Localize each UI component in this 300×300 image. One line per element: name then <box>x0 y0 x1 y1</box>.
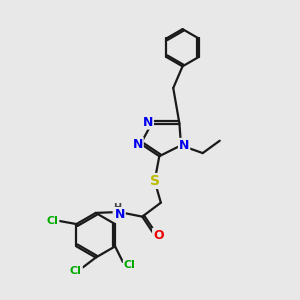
Text: Cl: Cl <box>70 266 82 276</box>
Text: Cl: Cl <box>46 216 58 226</box>
Text: S: S <box>150 174 160 188</box>
Text: Cl: Cl <box>124 260 136 270</box>
Text: N: N <box>132 138 143 151</box>
Text: N: N <box>179 139 189 152</box>
Text: N: N <box>142 116 153 129</box>
Text: O: O <box>153 229 164 242</box>
Text: N: N <box>114 208 125 221</box>
Text: H: H <box>113 203 122 213</box>
